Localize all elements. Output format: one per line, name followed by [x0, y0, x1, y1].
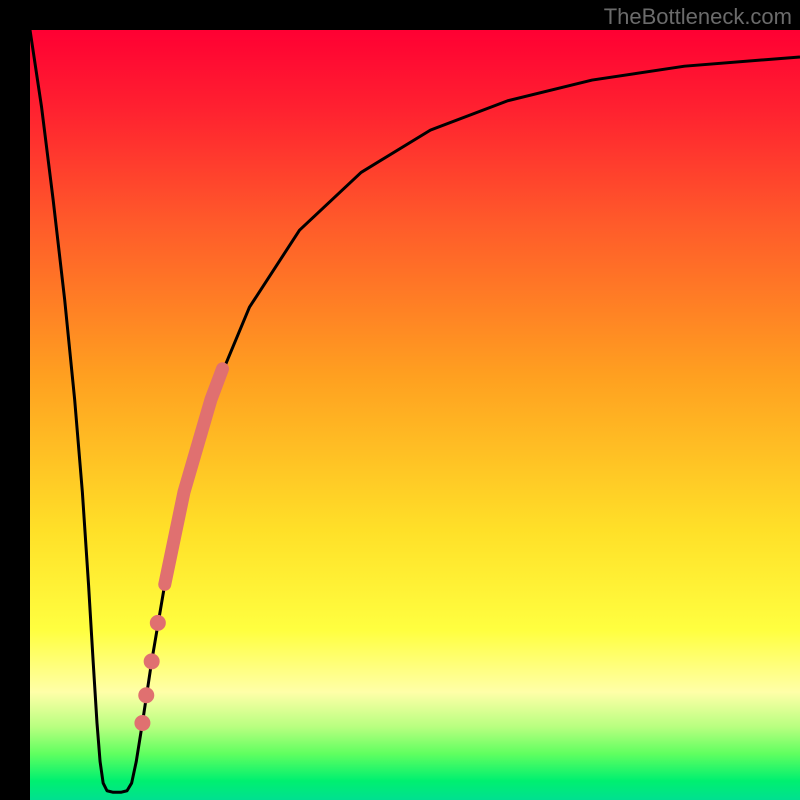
bottleneck-chart	[30, 30, 800, 800]
highlight-dot	[150, 615, 166, 631]
highlight-dot	[138, 687, 154, 703]
highlight-dot	[134, 715, 150, 731]
watermark-text: TheBottleneck.com	[604, 4, 792, 30]
highlight-dot	[144, 653, 160, 669]
gradient-background	[30, 30, 800, 800]
chart-container: TheBottleneck.com	[0, 0, 800, 800]
